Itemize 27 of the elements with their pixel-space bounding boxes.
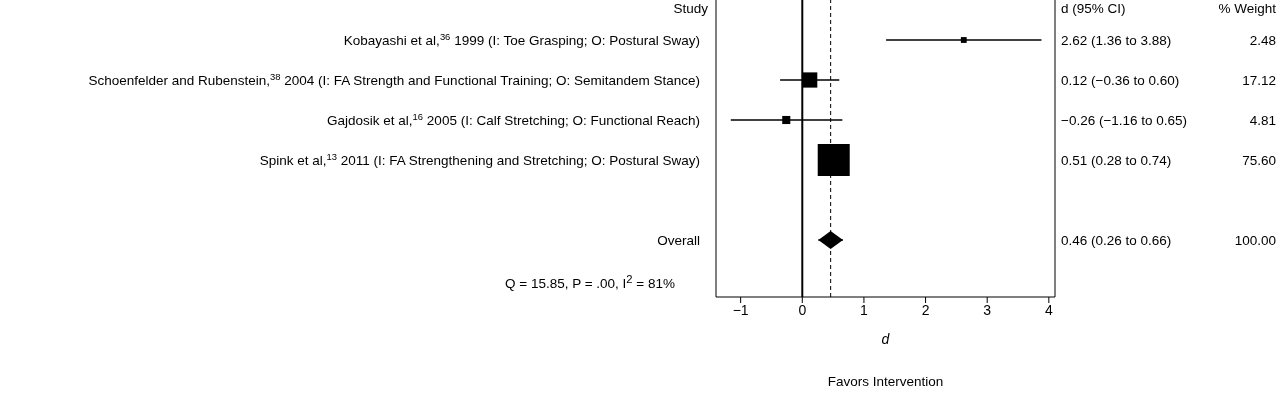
y-tick-label: Schoenfelder and Rubenstein,$^{38}$ 2004 (I: FA Strength and Functional Training; O: Semitandem Stance) [88, 70, 700, 88]
y-tick-label: Kobayashi et al,$^{36}$ 1999 (I: Toe Grasping; O: Postural Sway) [343, 30, 700, 48]
text: −0.26 (−1.16 to 0.65) [1061, 112, 1188, 128]
x-tick-label: 3 [983, 301, 992, 318]
text: % Weight [1218, 0, 1276, 16]
text: d (95% CI) [1061, 0, 1126, 16]
x-tick-label: 4 [1044, 301, 1053, 318]
text: 2.48 [1249, 32, 1276, 48]
text: 4.81 [1249, 112, 1276, 128]
x-axis-title: d [881, 331, 890, 347]
text: Q = 15.85, P = .00, I$^{2}$ = 81% [505, 272, 676, 292]
text: Study [673, 0, 708, 16]
y-tick-label: Gajdosik et al,$^{16}$ 2005 (I: Calf Stretching; O: Functional Reach) [327, 110, 700, 128]
text: 2.62 (1.36 to 3.88) [1061, 32, 1172, 48]
text: Favors Intervention [827, 373, 944, 389]
text: 100.00 [1234, 232, 1276, 248]
text: 75.60 [1242, 152, 1276, 168]
text: 0.12 (−0.36 to 0.60) [1061, 72, 1180, 88]
y-tick-label: Spink et al,$^{13}$ 2011 (I: FA Strengthening and Stretching; O: Postural Sway) [259, 150, 700, 168]
text: 0.46 (0.26 to 0.66) [1061, 232, 1172, 248]
y-tick-label: Overall [657, 233, 700, 248]
x-tick-label: 1 [860, 301, 869, 318]
text: 17.12 [1242, 72, 1276, 88]
x-tick-label: 2 [921, 301, 930, 318]
x-tick-label: 0 [798, 301, 807, 318]
text: 0.51 (0.28 to 0.74) [1061, 152, 1172, 168]
x-tick-label: −1 [732, 301, 749, 318]
